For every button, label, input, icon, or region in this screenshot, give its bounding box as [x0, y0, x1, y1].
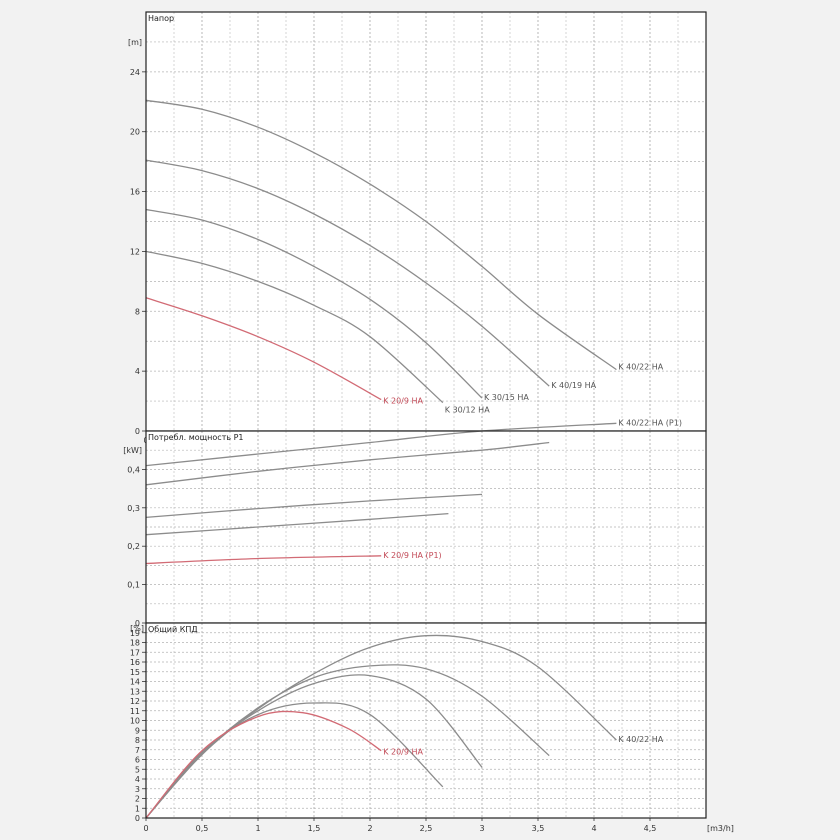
y-tick-label: 0,1 [127, 581, 140, 590]
x-tick-label: 2,5 [420, 824, 433, 833]
x-tick-label: 3 [479, 824, 484, 833]
y-tick-label: 1 [135, 804, 140, 813]
y-tick-label: 3 [135, 785, 140, 794]
x-tick-label: 0 [143, 824, 148, 833]
y-tick-label: 0 [135, 619, 140, 628]
series-label: K 20/9 HA [383, 397, 423, 406]
series-label: K 20/9 HA (P1) [383, 551, 441, 560]
series-label: K 30/15 HA [484, 393, 529, 402]
y-tick-label: 13 [130, 687, 140, 696]
panel-title: Общий КПД [148, 625, 198, 634]
y-tick-label: 14 [130, 678, 140, 687]
y-tick-label: 0,3 [127, 504, 140, 513]
series-line [145, 159, 550, 387]
y-axis-unit: [kW] [123, 446, 142, 455]
series-label: K 40/22 HA (P1) [618, 418, 682, 427]
y-tick-label: 16 [130, 188, 140, 197]
plot-frame [145, 622, 707, 819]
series-line [145, 208, 483, 399]
y-tick-label: 9 [135, 726, 140, 735]
y-tick-label: 24 [130, 68, 140, 77]
series-line [145, 297, 382, 401]
x-tick-label: 3,5 [532, 824, 545, 833]
panel-power: 0 0,1 0,2 0,3 0,4 [kW] Потребл. мощность P1 K 4… [123, 418, 707, 628]
y-tick-label: 0,2 [127, 542, 140, 551]
y-tick-label: 0,4 [127, 465, 140, 474]
panel-head: 04812162024[m]Напор00,511,522,533,544,5K… [128, 11, 707, 445]
y-tick-label: 2 [135, 795, 140, 804]
series-line [145, 674, 483, 819]
series-label: K 40/22 HA [618, 735, 663, 744]
x-tick-label: 2 [367, 824, 372, 833]
series-line [145, 634, 617, 819]
y-tick-label: 8 [135, 307, 140, 316]
series-line [145, 512, 449, 536]
y-tick-label: 0 [135, 814, 140, 823]
y-tick-label: 7 [135, 746, 140, 755]
x-tick-label: 4,5 [644, 824, 657, 833]
series-line [145, 493, 483, 519]
y-tick-label: 17 [130, 648, 140, 657]
y-axis-unit: [m] [128, 38, 142, 47]
series-label: K 30/12 HA [445, 406, 490, 415]
panel-title: Потребл. мощность P1 [148, 433, 244, 442]
y-tick-label: 8 [135, 736, 140, 745]
y-tick-label: 5 [135, 765, 140, 774]
x-axis-unit: [m3/h] [707, 824, 734, 833]
y-tick-label: 10 [130, 717, 140, 726]
y-tick-label: 15 [130, 668, 140, 677]
series-line [145, 710, 382, 819]
y-tick-label: 11 [130, 707, 140, 716]
y-tick-label: 12 [130, 247, 140, 256]
series-label: K 40/19 HA [551, 381, 596, 390]
y-tick-label: 0 [135, 427, 140, 436]
y-axis-unit: [%] [130, 624, 144, 633]
y-tick-label: 4 [135, 367, 140, 376]
panel-title: Напор [148, 14, 174, 23]
series-line [145, 441, 550, 486]
series-line [145, 99, 617, 371]
series-line [145, 555, 382, 565]
series-line [145, 250, 444, 404]
y-tick-label: 18 [130, 639, 140, 648]
y-tick-label: 16 [130, 658, 140, 667]
series-line [145, 702, 444, 819]
x-tick-label: 1 [255, 824, 260, 833]
y-tick-label: 19 [130, 629, 140, 638]
series-line [145, 422, 617, 467]
y-tick-label: 12 [130, 697, 140, 706]
series-label: K 40/22 HA [618, 363, 663, 372]
x-tick-label: 0,5 [196, 824, 209, 833]
x-tick-label: 4 [591, 824, 596, 833]
y-tick-label: 20 [130, 128, 140, 137]
series-label: K 20/9 HA [383, 748, 423, 757]
x-tick-label: 1,5 [308, 824, 321, 833]
y-tick-label: 6 [135, 756, 140, 765]
y-tick-label: 4 [135, 775, 140, 784]
